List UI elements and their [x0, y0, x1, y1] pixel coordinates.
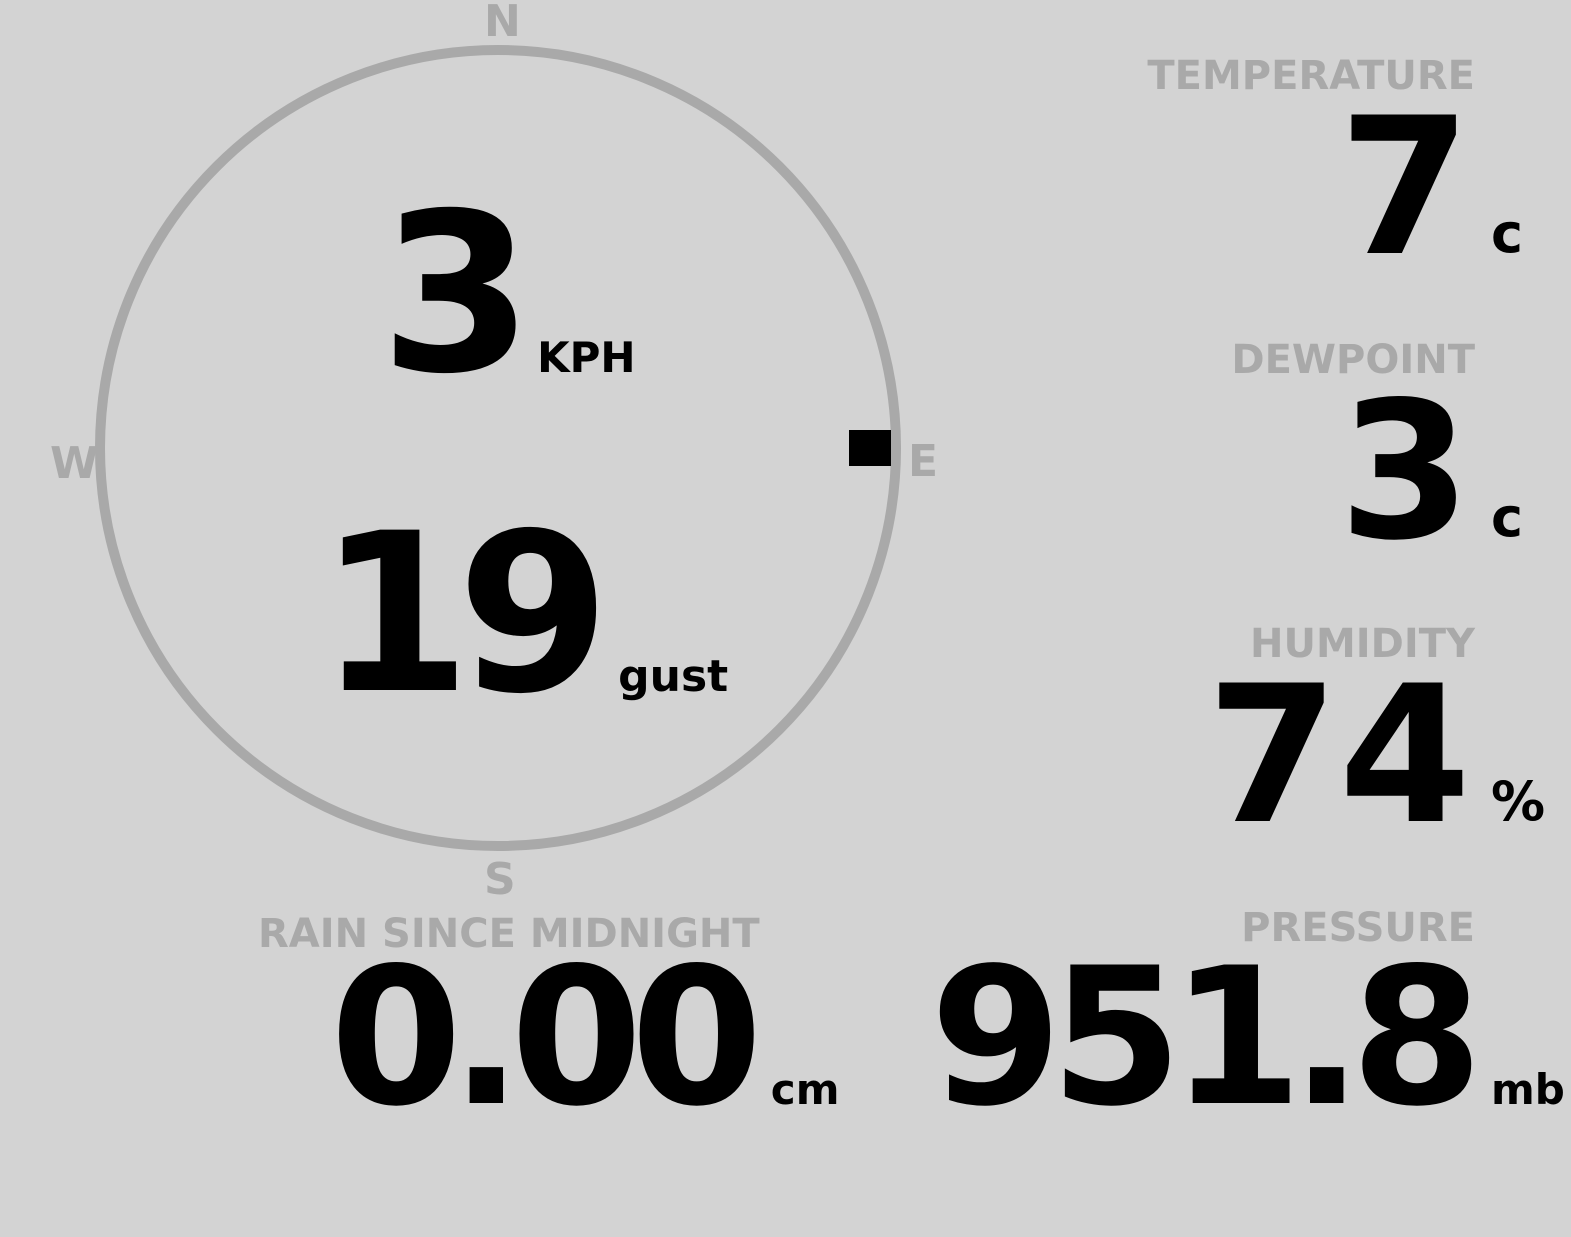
compass-ring: [95, 45, 901, 851]
compass-s: S: [484, 854, 516, 905]
wind-direction-marker: [849, 430, 891, 466]
dewpoint: 3 c: [1338, 361, 1523, 582]
pressure-label: PRESSURE: [1241, 905, 1475, 951]
humidity-label: HUMIDITY: [1250, 621, 1475, 667]
compass-e: E: [908, 436, 939, 487]
pressure-unit: mb: [1491, 1065, 1565, 1114]
rain: 0.00 cm: [330, 927, 839, 1148]
wind-speed-value: 3: [380, 166, 534, 422]
wind-gust: 19 gust: [318, 486, 728, 742]
dewpoint-value: 3: [1338, 361, 1471, 582]
humidity-unit: %: [1491, 770, 1546, 833]
temperature: 7 c: [1338, 77, 1523, 298]
dewpoint-unit: c: [1491, 486, 1524, 549]
temperature-value: 7: [1338, 77, 1471, 298]
dewpoint-label: DEWPOINT: [1231, 337, 1475, 383]
temperature-unit: c: [1491, 202, 1524, 265]
pressure-value: 951.8: [930, 927, 1483, 1148]
compass-n: N: [484, 0, 521, 47]
temperature-label: TEMPERATURE: [1147, 53, 1475, 99]
rain-unit: cm: [770, 1065, 840, 1114]
humidity: 74 %: [1206, 645, 1546, 866]
humidity-value: 74: [1206, 645, 1471, 866]
wind-gust-unit: gust: [618, 651, 729, 702]
wind-gust-value: 19: [318, 486, 610, 742]
wind-compass: [95, 45, 901, 851]
compass-w: W: [50, 438, 99, 489]
rain-label: RAIN SINCE MIDNIGHT: [258, 911, 760, 957]
pressure: 951.8 mb: [930, 927, 1565, 1148]
rain-value: 0.00: [330, 927, 763, 1148]
wind-speed-unit: KPH: [537, 333, 636, 382]
wind-speed: 3 KPH: [380, 166, 636, 422]
